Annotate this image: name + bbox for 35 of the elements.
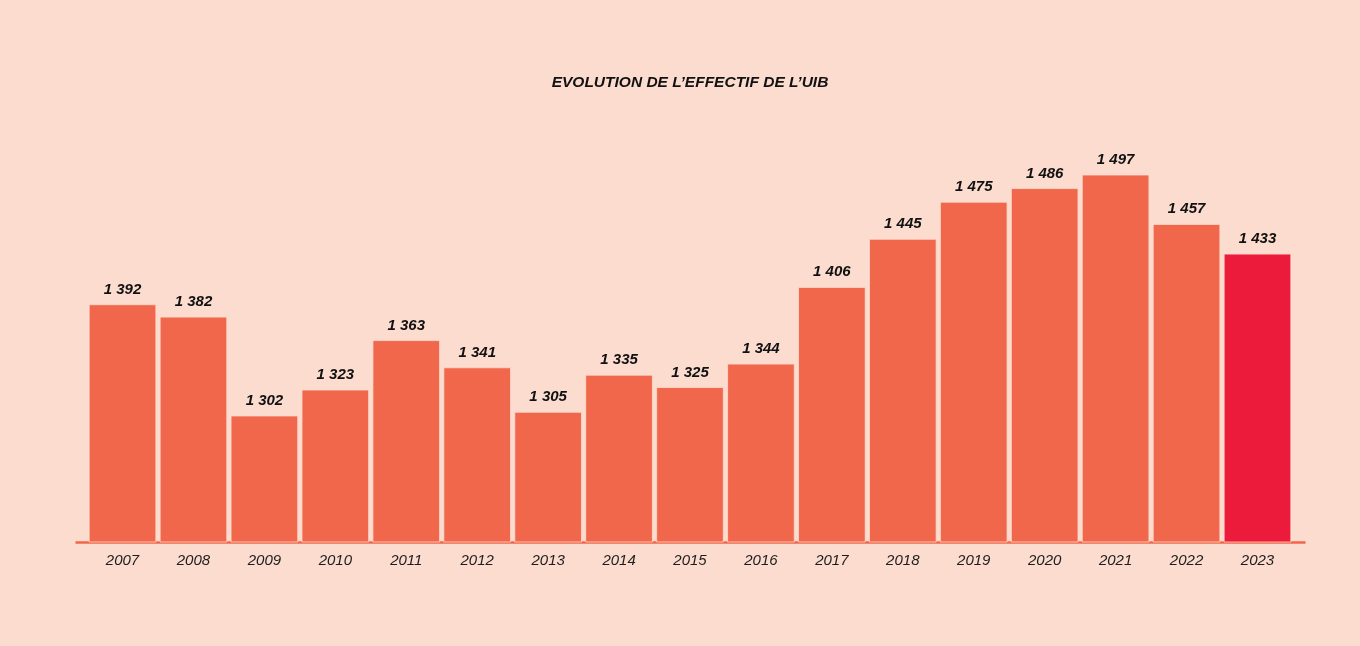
x-tick-label: 2014 <box>601 550 636 568</box>
data-label: 1 406 <box>813 262 852 280</box>
x-tick-label: 2013 <box>530 550 566 568</box>
chart-title: EVOLUTION DE L’EFFECTIF DE L’UIB <box>551 72 829 90</box>
x-tick-label: 2008 <box>175 550 211 568</box>
data-label: 1 382 <box>174 292 213 310</box>
x-tick-label: 2018 <box>885 550 921 568</box>
data-label: 1 363 <box>387 315 426 333</box>
x-tick-label: 2016 <box>743 550 779 568</box>
data-label: 1 475 <box>954 177 994 195</box>
x-tick-label: 2021 <box>1097 550 1133 568</box>
data-label: 1 445 <box>884 214 923 232</box>
x-tick-label: 2022 <box>1168 550 1204 568</box>
x-tick-label: 2019 <box>956 550 992 568</box>
data-label: 1 344 <box>742 339 781 357</box>
data-label: 1 392 <box>103 279 142 297</box>
data-label: 1 323 <box>316 365 355 383</box>
x-tick-label: 2020 <box>1026 550 1063 568</box>
x-tick-label: 2012 <box>459 550 495 568</box>
data-label: 1 341 <box>458 342 496 360</box>
data-label: 1 305 <box>529 387 568 405</box>
x-tick-label: 2007 <box>104 550 140 568</box>
data-label: 1 486 <box>1025 163 1065 181</box>
data-label: 1 325 <box>671 362 710 380</box>
x-tick-label: 2017 <box>814 550 850 568</box>
x-tick-label: 2015 <box>672 550 708 568</box>
data-label: 1 302 <box>245 390 284 408</box>
data-label: 1 497 <box>1096 150 1136 167</box>
data-label: 1 335 <box>600 350 639 368</box>
data-label: 1 433 <box>1238 229 1277 247</box>
x-tick-label: 2010 <box>317 550 353 568</box>
x-tick-label: 2011 <box>389 550 423 568</box>
x-tick-label: 2009 <box>246 550 282 568</box>
x-tick-label: 2023 <box>1239 550 1275 568</box>
data-label: 1 457 <box>1167 199 1206 217</box>
